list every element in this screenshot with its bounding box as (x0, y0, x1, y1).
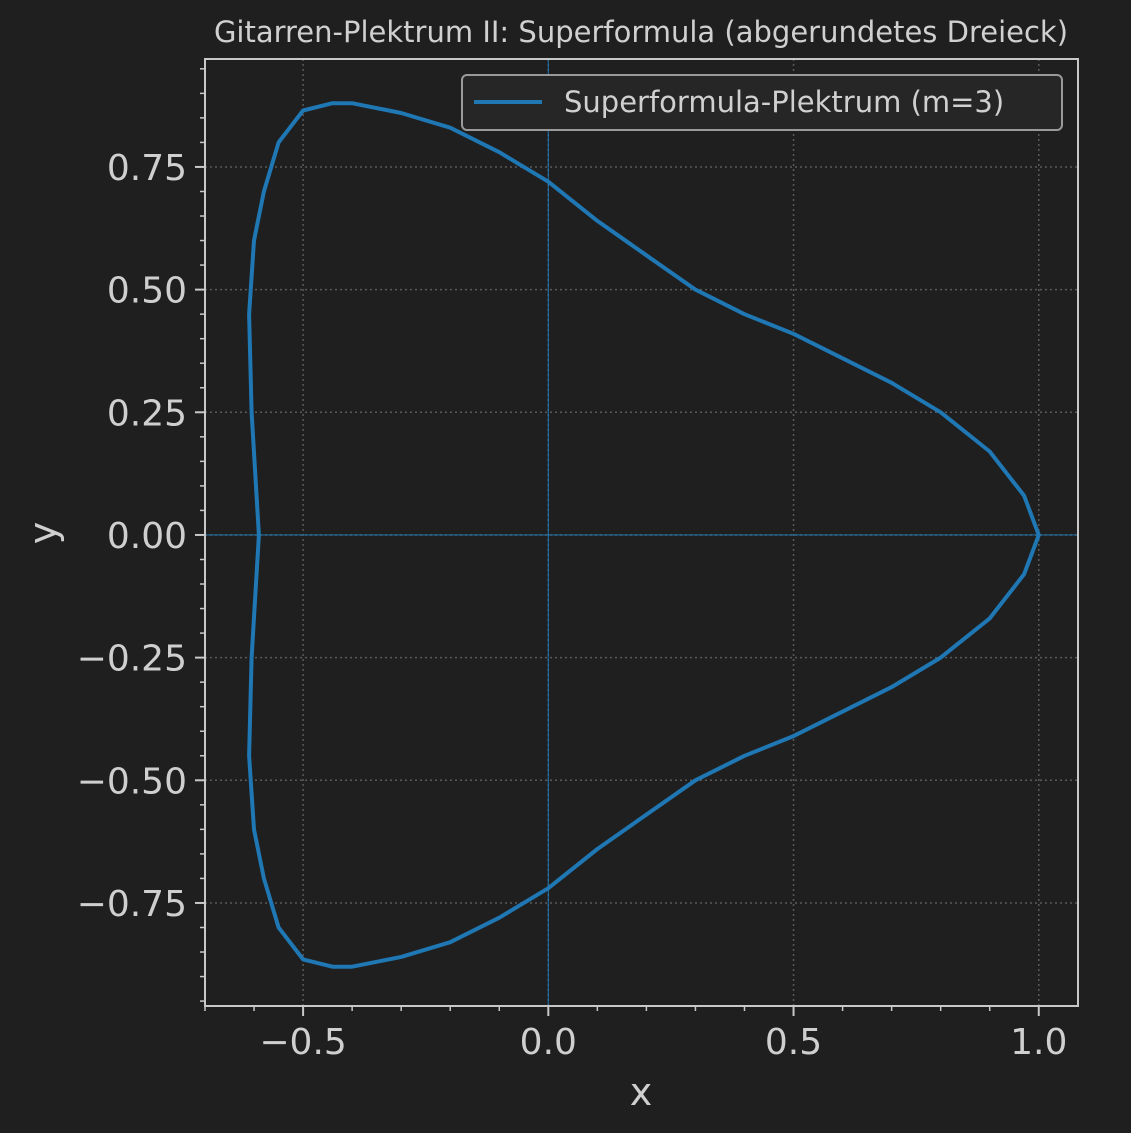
y-axis-label: y (21, 522, 65, 545)
chart-title: Gitarren-Plektrum II: Superformula (abge… (214, 15, 1068, 49)
legend: Superformula-Plektrum (m=3) (461, 74, 1063, 131)
x-axis-label: x (630, 1070, 653, 1114)
x-tick-labels: −0.5 0.0 0.5 1.0 (259, 1022, 1067, 1063)
y-tick-label: 0.50 (107, 271, 187, 312)
legend-label: Superformula-Plektrum (m=3) (564, 85, 1004, 119)
x-tick-label: 0.0 (520, 1022, 577, 1063)
x-tick-label: 0.5 (765, 1022, 822, 1063)
plot-frame (204, 58, 1079, 1007)
legend-box (461, 74, 1063, 131)
y-tick-label: −0.50 (77, 761, 187, 802)
series-line (247, 101, 1041, 969)
series-layer (247, 101, 1041, 969)
y-tick-label: 0.25 (107, 393, 187, 434)
y-tick-label: 0.00 (107, 516, 187, 557)
x-tick-label: −0.5 (259, 1022, 346, 1063)
y-tick-label: −0.75 (77, 884, 187, 925)
reference-lines (205, 59, 1078, 1006)
x-tick-label: 1.0 (1010, 1022, 1067, 1063)
y-tick-label: 0.75 (107, 148, 187, 189)
y-tick-label: −0.25 (77, 639, 187, 680)
y-tick-labels: 0.75 0.50 0.25 0.00 −0.25 −0.50 −0.75 (77, 148, 187, 925)
ticks (195, 68, 1040, 1016)
